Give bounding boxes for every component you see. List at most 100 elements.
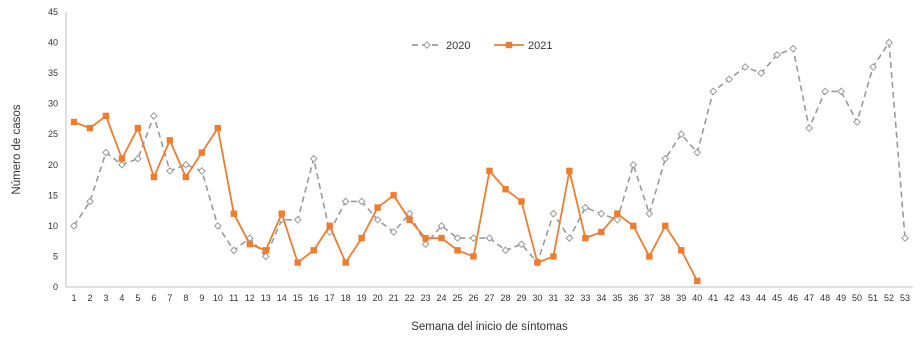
series-2021 bbox=[70, 112, 701, 285]
x-tick-label: 3 bbox=[103, 293, 108, 303]
data-point-2021 bbox=[182, 173, 190, 181]
x-tick-label: 52 bbox=[884, 293, 894, 303]
data-point-2020 bbox=[501, 246, 510, 255]
data-point-2020 bbox=[165, 166, 174, 175]
x-tick-label: 35 bbox=[612, 293, 622, 303]
x-tick-label: 26 bbox=[469, 293, 479, 303]
data-point-2020 bbox=[453, 234, 462, 243]
data-point-2020 bbox=[86, 197, 94, 206]
x-tick-label: 46 bbox=[788, 293, 798, 303]
data-point-2021 bbox=[214, 124, 222, 132]
x-tick-label: 24 bbox=[437, 293, 447, 303]
x-tick-label: 27 bbox=[484, 293, 494, 303]
series-2020 bbox=[70, 38, 909, 267]
x-tick-label: 33 bbox=[580, 293, 590, 303]
legend-label: 2021 bbox=[528, 40, 552, 52]
x-tick-label: 49 bbox=[836, 293, 846, 303]
data-point-2021 bbox=[694, 277, 701, 285]
data-point-2021 bbox=[518, 198, 525, 205]
data-point-2020 bbox=[645, 209, 654, 218]
data-point-2021 bbox=[86, 124, 94, 132]
data-point-2020 bbox=[437, 221, 446, 230]
data-point-2020 bbox=[134, 154, 142, 163]
x-tick-label: 39 bbox=[676, 293, 686, 303]
data-point-2020 bbox=[229, 246, 238, 255]
data-point-2020 bbox=[837, 87, 845, 96]
y-tick-label: 20 bbox=[48, 160, 58, 170]
legend-item-2021: 2021 bbox=[494, 40, 552, 52]
data-point-2020 bbox=[149, 111, 158, 120]
x-tick-label: 38 bbox=[660, 293, 670, 303]
data-point-2020 bbox=[261, 252, 270, 261]
data-point-2021 bbox=[454, 247, 461, 254]
x-axis-ticks: 1 2 3 4 5 6 7 8 9 10 11 12 13 14 15 16 17 18 19 20 21 22 23 24 2… bbox=[71, 293, 910, 303]
data-point-2020 bbox=[773, 50, 782, 59]
data-point-2020 bbox=[629, 160, 638, 169]
data-point-2020 bbox=[885, 38, 893, 47]
y-tick-label: 5 bbox=[53, 251, 58, 261]
y-tick-label: 0 bbox=[53, 282, 58, 292]
x-tick-label: 21 bbox=[389, 293, 399, 303]
x-tick-label: 20 bbox=[373, 293, 383, 303]
data-point-2021 bbox=[646, 253, 653, 260]
x-tick-label: 40 bbox=[692, 293, 702, 303]
data-point-2021 bbox=[598, 228, 605, 236]
data-point-2020 bbox=[789, 44, 798, 53]
data-point-2020 bbox=[293, 215, 302, 224]
x-tick-label: 34 bbox=[596, 293, 606, 303]
data-point-2020 bbox=[118, 160, 126, 169]
data-point-2020 bbox=[725, 75, 734, 84]
y-tick-label: 40 bbox=[48, 38, 58, 48]
x-tick-label: 22 bbox=[405, 293, 415, 303]
x-tick-label: 31 bbox=[548, 293, 558, 303]
x-tick-label: 48 bbox=[820, 293, 830, 303]
data-point-2020 bbox=[661, 154, 670, 163]
x-tick-label: 10 bbox=[213, 293, 223, 303]
x-tick-label: 25 bbox=[453, 293, 463, 303]
data-point-2021 bbox=[566, 167, 573, 175]
x-tick-label: 53 bbox=[900, 293, 910, 303]
x-tick-label: 41 bbox=[708, 293, 718, 303]
y-tick-label: 30 bbox=[48, 99, 58, 109]
data-point-2020 bbox=[517, 240, 526, 249]
y-tick-label: 15 bbox=[48, 190, 58, 200]
data-point-2020 bbox=[70, 221, 78, 230]
data-point-2021 bbox=[678, 247, 685, 254]
data-point-2020 bbox=[853, 118, 861, 126]
x-tick-label: 2 bbox=[87, 293, 92, 303]
y-axis-ticks: 0 5 10 15 20 25 30 35 40 45 bbox=[48, 7, 58, 292]
data-point-2020 bbox=[677, 130, 686, 139]
x-tick-label: 18 bbox=[341, 293, 351, 303]
data-point-2021 bbox=[102, 112, 110, 120]
x-tick-label: 45 bbox=[772, 293, 782, 303]
data-point-2020 bbox=[597, 209, 606, 218]
data-point-2020 bbox=[901, 234, 909, 243]
data-point-2020 bbox=[197, 166, 206, 175]
data-point-2020 bbox=[581, 203, 590, 212]
data-point-2021 bbox=[422, 234, 429, 242]
x-tick-label: 42 bbox=[724, 293, 734, 303]
data-point-2020 bbox=[741, 63, 750, 71]
x-tick-label: 13 bbox=[261, 293, 271, 303]
x-tick-label: 50 bbox=[852, 293, 862, 303]
data-point-2020 bbox=[389, 228, 398, 236]
x-tick-label: 47 bbox=[804, 293, 814, 303]
legend-item-2020: 2020 bbox=[412, 40, 470, 52]
data-point-2021 bbox=[630, 222, 637, 230]
data-point-2021 bbox=[342, 259, 349, 266]
data-point-2020 bbox=[805, 124, 814, 133]
x-tick-label: 19 bbox=[357, 293, 367, 303]
data-point-2021 bbox=[262, 247, 269, 254]
x-tick-label: 7 bbox=[167, 293, 172, 303]
series-line-2021 bbox=[73, 114, 699, 282]
data-point-2020 bbox=[869, 63, 877, 71]
data-point-2021 bbox=[118, 155, 126, 162]
data-point-2020 bbox=[821, 87, 830, 96]
x-tick-label: 12 bbox=[245, 293, 255, 303]
x-tick-label: 8 bbox=[183, 293, 188, 303]
x-tick-label: 1 bbox=[71, 293, 76, 303]
data-point-2020 bbox=[469, 234, 478, 243]
x-tick-label: 37 bbox=[644, 293, 654, 303]
